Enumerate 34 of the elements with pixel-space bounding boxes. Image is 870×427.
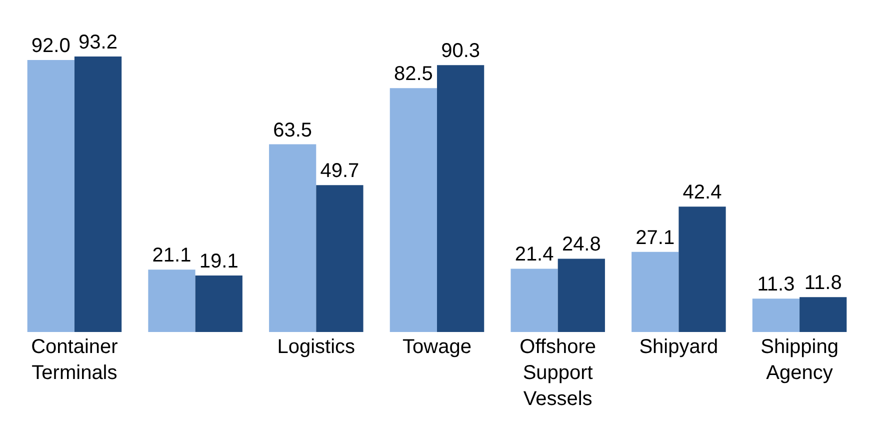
- x-tick-label: Shipyard: [639, 336, 718, 358]
- bar: [148, 270, 196, 332]
- x-tick-label: Logistics: [277, 336, 356, 358]
- x-tick-label: Towage: [402, 336, 472, 358]
- data-label: 90.3: [441, 40, 480, 62]
- data-label: 21.1: [152, 244, 192, 267]
- bar: [678, 206, 726, 332]
- bar: [752, 298, 800, 332]
- data-label: 92.0: [31, 35, 70, 58]
- x-tick-label: Offshore Support Vessels: [520, 336, 596, 410]
- bar: [510, 268, 558, 332]
- bar: [74, 56, 122, 332]
- data-label: 11.3: [757, 274, 795, 296]
- x-tick-label: Container Terminals: [31, 336, 118, 384]
- bar: [558, 258, 605, 332]
- x-tick-label: Shipping Agency: [760, 336, 838, 384]
- data-label: 27.1: [636, 226, 675, 249]
- bar: [437, 65, 484, 332]
- data-label: 49.7: [320, 160, 360, 182]
- bar: [390, 88, 437, 332]
- data-label: 19.1: [199, 250, 238, 273]
- data-label: 21.4: [514, 244, 554, 266]
- data-label: 11.8: [804, 272, 842, 294]
- data-label: 82.5: [394, 63, 433, 86]
- data-label: 24.8: [562, 234, 601, 256]
- bar: [632, 252, 679, 332]
- bar: [27, 60, 74, 332]
- data-label: 63.5: [273, 119, 312, 142]
- bar: [269, 144, 316, 332]
- data-label: 93.2: [78, 32, 118, 54]
- bar: [195, 276, 242, 332]
- data-label: 42.4: [682, 182, 722, 204]
- bar: [316, 185, 364, 332]
- bar: [800, 297, 847, 332]
